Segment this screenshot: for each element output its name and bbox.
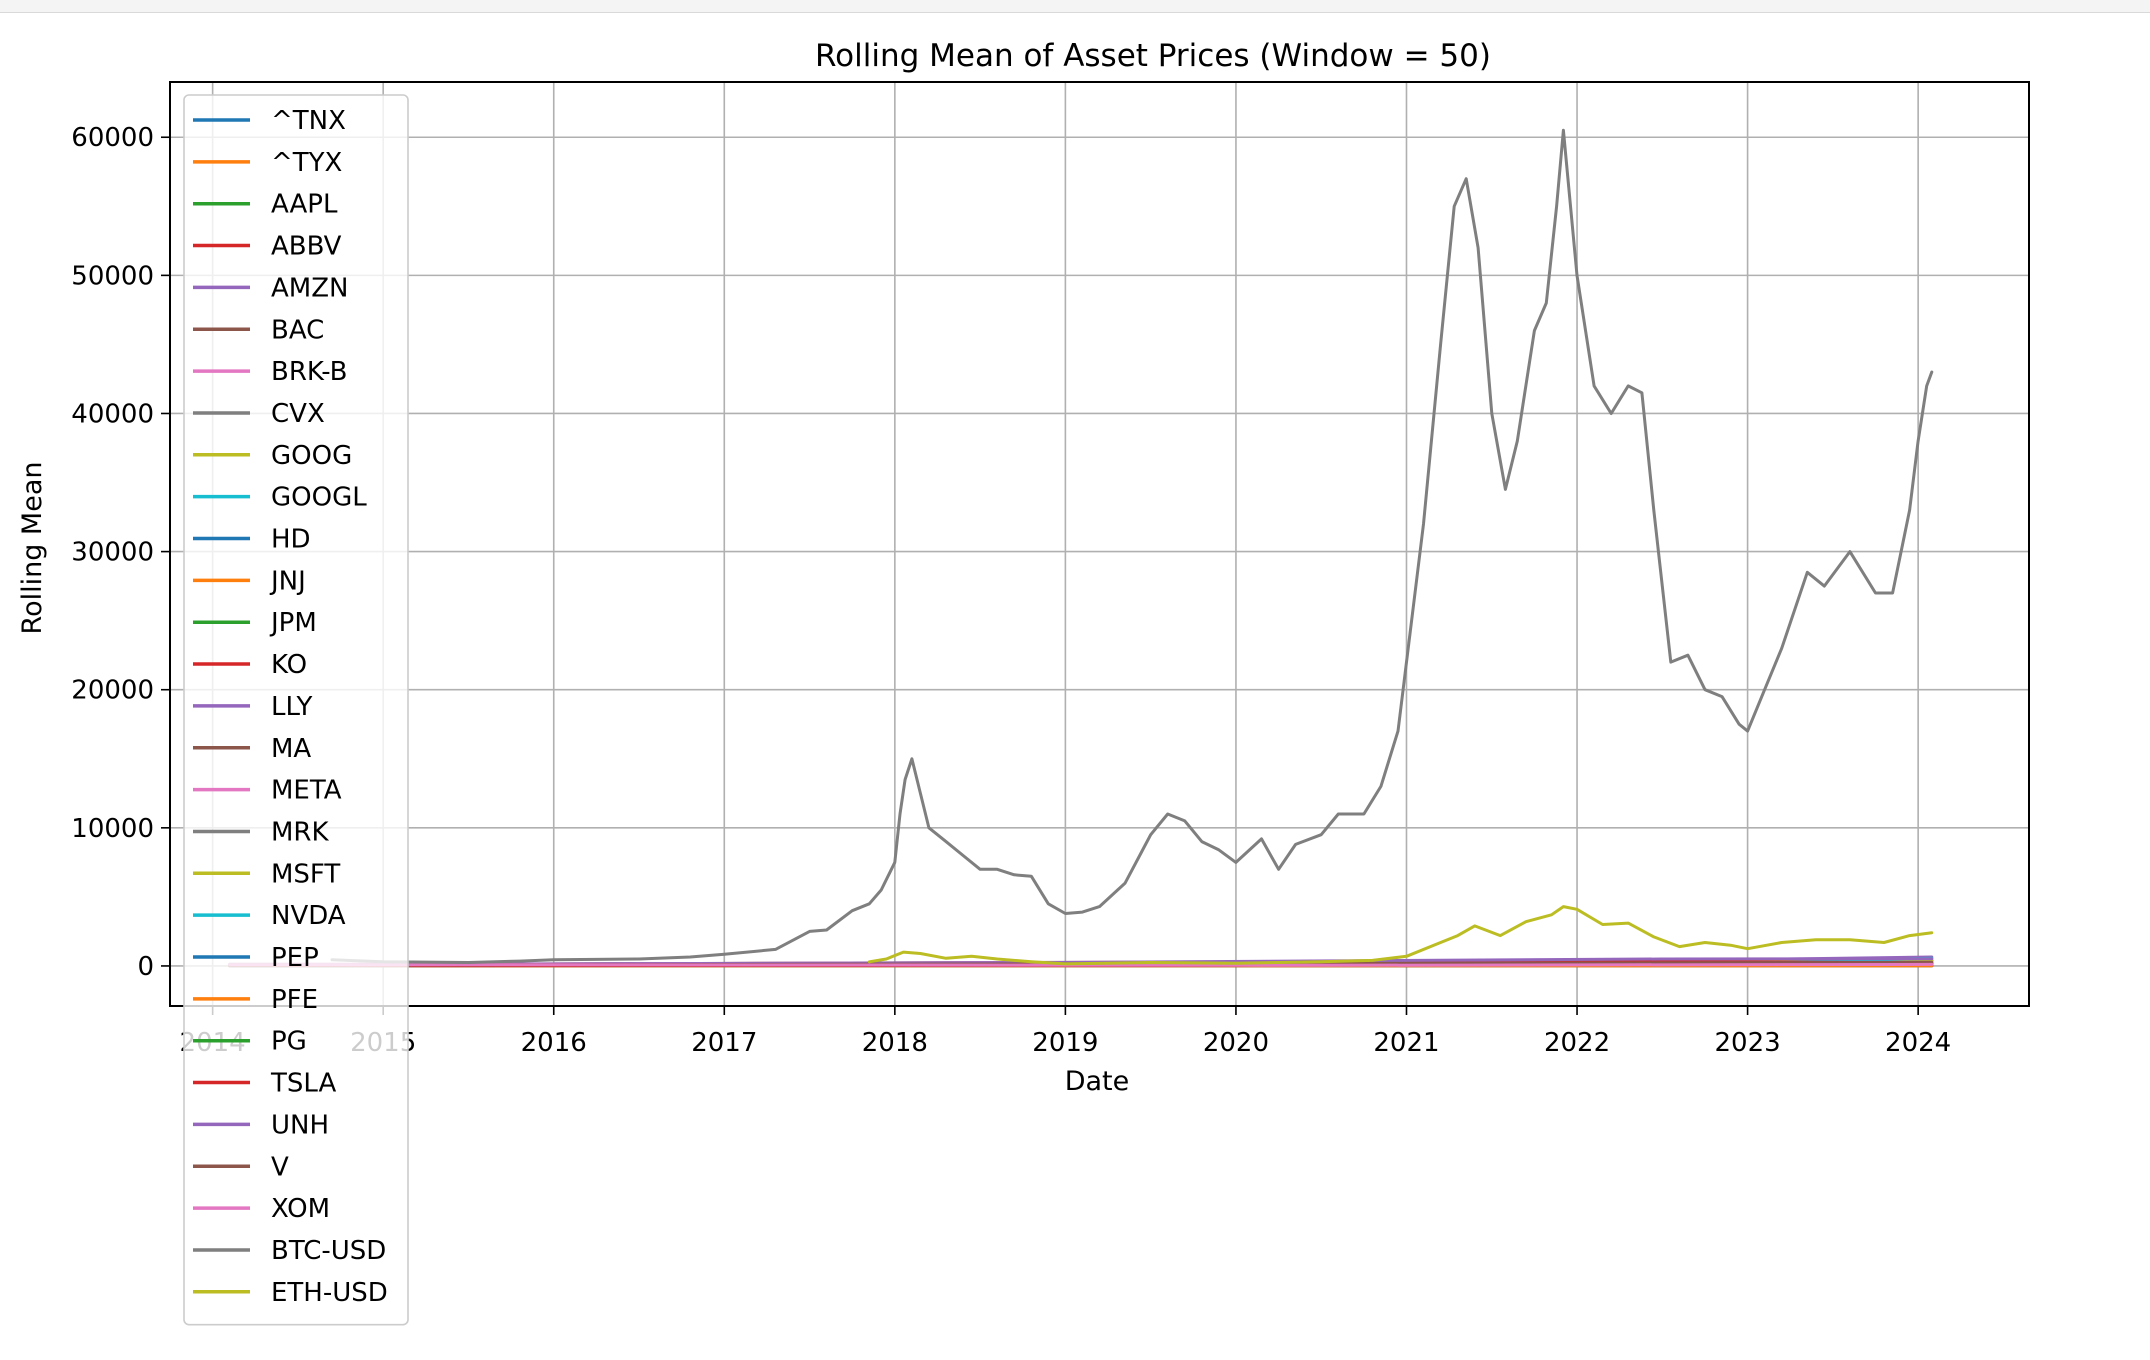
legend-label: ^TYX: [271, 148, 342, 178]
legend-label: TSLA: [270, 1069, 336, 1099]
legend-label: AMZN: [271, 273, 348, 303]
legend-label: V: [271, 1152, 289, 1182]
x-tick-label: 2024: [1885, 1028, 1951, 1058]
legend-label: HD: [271, 525, 311, 555]
legend-label: LLY: [271, 692, 313, 722]
y-tick-label: 30000: [71, 538, 154, 568]
series-line-btc-usd: [332, 130, 1932, 962]
notebook-top-strip: [0, 0, 2150, 13]
x-tick-label: 2021: [1373, 1028, 1439, 1058]
plot-frame: [170, 82, 2029, 1006]
legend-label: PFE: [271, 985, 318, 1015]
y-axis-label: Rolling Mean: [17, 462, 48, 635]
legend-label: KO: [271, 650, 307, 680]
y-tick-label: 40000: [71, 399, 154, 429]
x-tick-label: 2018: [862, 1028, 928, 1058]
legend-label: ETH-USD: [271, 1278, 388, 1308]
y-ticks: 0 10000 20000 30000 40000 50000 60000: [71, 123, 170, 982]
legend-label: ^TNX: [271, 106, 346, 136]
y-tick-label: 50000: [71, 261, 154, 291]
series-lines: [230, 130, 1932, 966]
legend-label: GOOGL: [271, 483, 367, 513]
x-tick-label: 2016: [521, 1028, 587, 1058]
y-tick-label: 10000: [71, 814, 154, 844]
legend-label: NVDA: [271, 901, 346, 931]
x-tick-label: 2017: [691, 1028, 757, 1058]
legend-label: BAC: [271, 315, 324, 345]
grid: [170, 82, 2029, 1006]
y-tick-label: 60000: [71, 123, 154, 153]
legend-label: META: [271, 776, 342, 806]
x-ticks: 2014201520162017201820192020202120222023…: [180, 1006, 1952, 1058]
legend-label: MSFT: [271, 859, 340, 889]
x-tick-label: 2022: [1544, 1028, 1610, 1058]
y-tick-label: 0: [137, 952, 154, 982]
x-tick-label: 2019: [1032, 1028, 1098, 1058]
legend-label: BTC-USD: [271, 1236, 386, 1266]
legend-label: BRK-B: [271, 357, 348, 387]
legend-label: UNH: [271, 1110, 329, 1140]
legend: ^TNX ^TYX AAPL ABBV AMZN BAC BRK-B CVX GOOG GOOGL…: [184, 95, 408, 1325]
legend-label: AAPL: [271, 190, 338, 220]
legend-label: XOM: [271, 1194, 330, 1224]
chart-title: Rolling Mean of Asset Prices (Window = 5…: [815, 38, 1491, 74]
x-tick-label: 2020: [1203, 1028, 1269, 1058]
series-line-eth-usd: [869, 907, 1932, 964]
legend-label: MA: [271, 734, 311, 764]
legend-label: JPM: [269, 608, 317, 638]
legend-label: JNJ: [269, 566, 306, 596]
legend-label: GOOG: [271, 441, 352, 471]
legend-label: MRK: [271, 817, 329, 847]
x-axis-label: Date: [1065, 1066, 1130, 1097]
legend-label: PEP: [271, 943, 319, 973]
legend-label: PG: [271, 1027, 307, 1057]
x-tick-label: 2023: [1715, 1028, 1781, 1058]
legend-label: ABBV: [271, 232, 342, 262]
legend-label: CVX: [271, 399, 325, 429]
y-tick-label: 20000: [71, 676, 154, 706]
